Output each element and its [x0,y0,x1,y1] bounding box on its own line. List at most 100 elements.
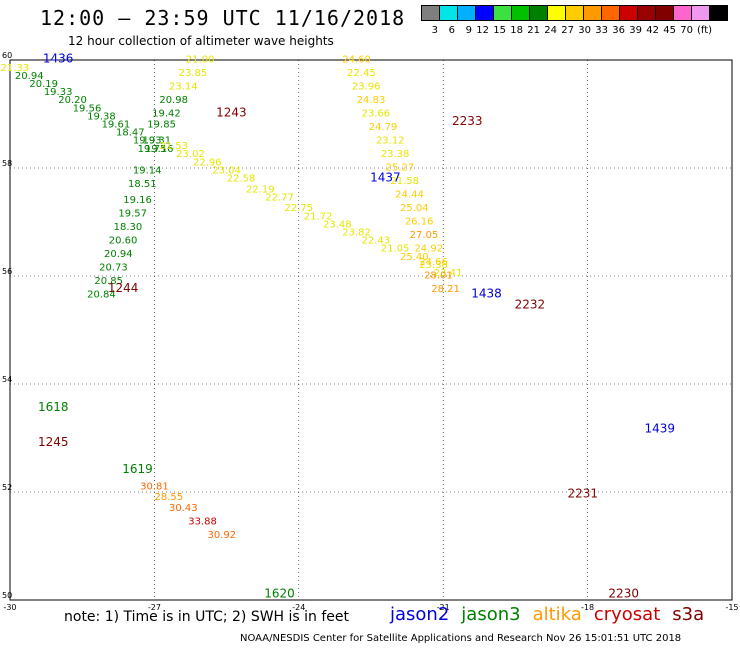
pass-time-label: 1243 [216,106,247,120]
pass-time-label: 2231 [568,486,599,500]
satellite-key: jason2 jason3 altika cryosat s3a [390,604,716,625]
wave-height-point: 30.81 [140,481,169,492]
legend-level-label: 15 [493,25,506,36]
legend-level-label: 6 [448,25,455,36]
legend-level-label: 12 [476,25,489,36]
y-tick-label: 50 [2,591,12,600]
legend-level-label: 24 [544,25,557,36]
wave-height-point: 22.45 [347,68,376,79]
plot-frame [9,59,733,601]
legend-level-label: 21 [527,25,540,36]
pass-time-label: 1439 [645,422,676,436]
wave-height-point: 23.12 [376,136,405,147]
wave-height-point: 20.20 [58,95,87,106]
wave-height-point: 23.04 [212,165,241,176]
pass-time-label: 1438 [471,287,502,301]
legend-level-label: 36 [612,25,625,36]
satellite-key-jason3: jason3 [461,604,521,625]
wave-height-point: 18.51 [128,179,157,190]
wave-height-point: 24.92 [414,244,443,255]
y-tick-label: 56 [2,267,12,276]
wave-height-point: 18.30 [114,222,143,233]
wave-height-point: 23.96 [352,82,381,93]
wave-height-point: 19.42 [152,109,181,120]
pass-time-label: 1620 [264,586,295,600]
wave-height-point: 20.98 [159,95,188,106]
wave-height-point: 30.43 [169,503,198,514]
satellite-key-altika: altika [532,604,582,625]
wave-height-point: 20.60 [109,236,138,247]
wave-height-point: 22.77 [265,192,294,203]
wave-height-point: 28.01 [424,271,453,282]
wave-height-point: 19.31 [142,136,171,147]
wave-height-point: 22.58 [227,174,256,185]
wave-height-point: 19.16 [123,195,152,206]
wave-height-point: 19.85 [147,120,176,131]
x-tick-label: -24 [292,603,305,612]
legend-swatch [709,5,728,21]
legend-unit: (ft) [697,25,713,36]
wave-height-point: 24.79 [369,122,398,133]
wave-height-point: 27.05 [410,230,439,241]
wave-height-point: 19.38 [87,111,116,122]
wave-height-point: 30.92 [207,530,236,541]
wave-height-point: 20.19 [29,79,58,90]
legend-level-label: 27 [561,25,574,36]
pass-time-label: 2233 [452,114,483,128]
wave-height-point: 20.94 [104,249,133,260]
legend-level-label: 39 [629,25,642,36]
wave-height-point: 23.41 [434,268,463,279]
footer-credit: NOAA/NESDIS Center for Satellite Applica… [240,633,682,644]
wave-height-point: 19.16 [145,144,174,155]
y-tick-label: 60 [2,51,12,60]
note-text: note: 1) Time is in UTC; 2) SWH is in fe… [64,609,350,625]
satellite-key-cryosat: cryosat [593,604,661,625]
legend-level-label: 70 [680,25,693,36]
wave-height-point: 19.57 [118,209,147,220]
wave-height-point: 25.04 [400,203,429,214]
wave-height-point: 22.19 [246,184,275,195]
wave-height-point: 23.36 [419,260,448,271]
wave-height-point: 23.48 [323,219,352,230]
wave-height-point: 18.47 [116,128,145,139]
wave-height-point: 21.58 [390,176,419,187]
pass-time-label: 1437 [370,171,401,185]
chart-subtitle: 12 hour collection of altimeter wave hei… [68,34,334,48]
pass-time-label: 1244 [108,281,139,295]
legend-level-label: 9 [465,25,472,36]
wave-height-point: 26.16 [405,217,434,228]
legend-level-label: 33 [595,25,608,36]
wave-height-point: 28.55 [155,492,184,503]
wave-height-point: 20.84 [87,290,116,301]
wave-height-point: 23.14 [169,82,198,93]
wave-height-point: 33.88 [188,516,217,527]
wave-height-point: 25.40 [400,252,429,263]
legend-level-label: 18 [510,25,523,36]
wave-height-point: 19.56 [73,103,102,114]
color-legend: 3 6 9 12 15 18 21 24 27 30 33 36 39 42 45 70 (ft) [421,5,728,36]
wave-height-point: 25.27 [386,163,415,174]
wave-height-point: 23.82 [342,228,371,239]
wave-height-point: 24.83 [357,95,386,106]
pass-time-label: 1618 [38,400,69,414]
wave-height-point: 24.66 [419,257,448,268]
wave-height-point: 24.60 [342,55,371,66]
legend-level-label: 3 [431,25,438,36]
wave-height-point: 19.93 [133,136,162,147]
wave-height-point: 21.72 [304,211,333,222]
y-tick-label: 54 [2,375,12,384]
wave-height-point: 21.53 [159,141,188,152]
wave-height-point: 20.73 [99,263,128,274]
wave-height-point: 22.43 [361,236,390,247]
wave-height-point: 20.85 [94,276,123,287]
x-tick-label: -21 [437,603,450,612]
pass-time-label: 1245 [38,435,69,449]
pass-time-label: 1436 [43,52,74,66]
wave-height-point: 19.75 [138,144,167,155]
y-tick-label: 52 [2,483,12,492]
wave-height-point: 23.66 [361,109,390,120]
pass-time-label: 1619 [122,462,153,476]
wave-height-point: 21.05 [381,244,410,255]
x-tick-label: -18 [581,603,594,612]
x-tick-label: -30 [3,603,16,612]
